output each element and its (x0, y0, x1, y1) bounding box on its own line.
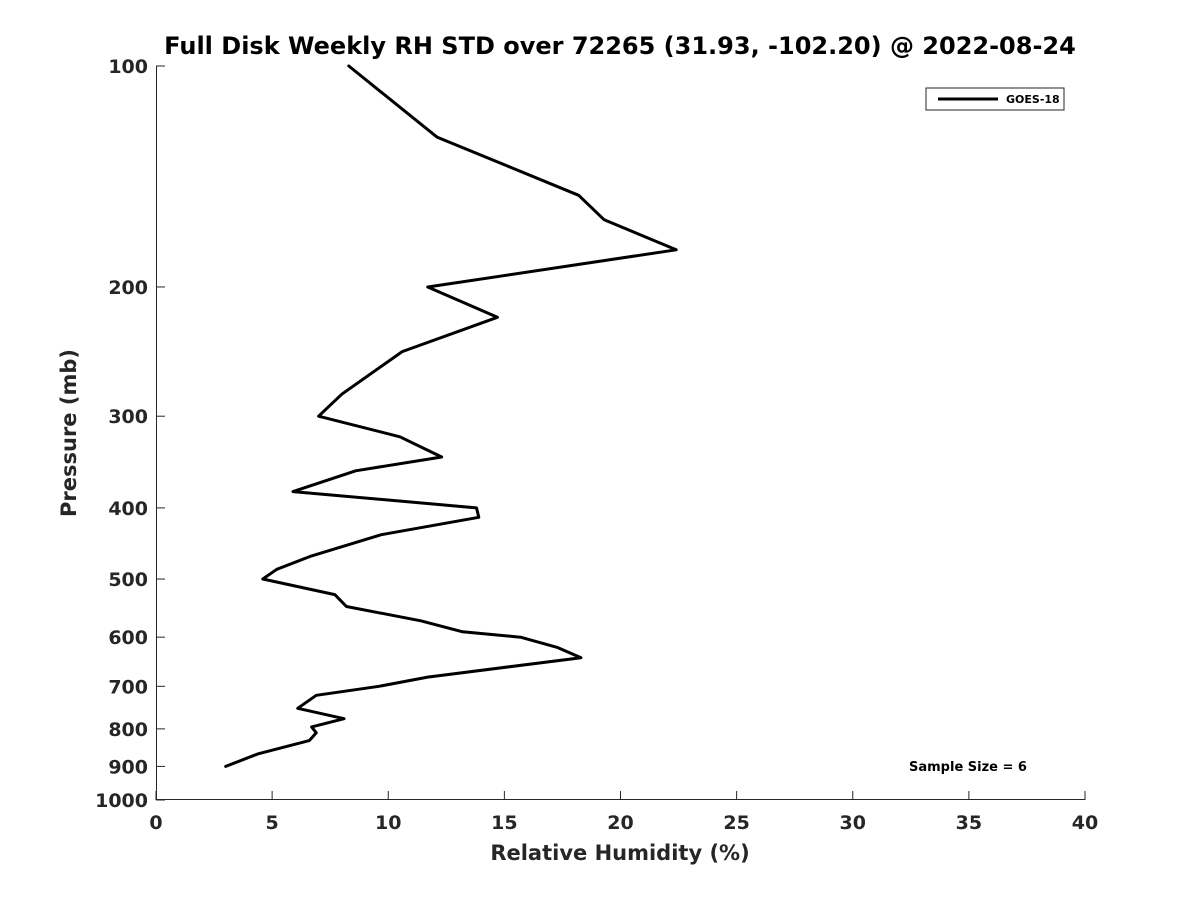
y-tick-label-1000: 1000 (95, 790, 148, 812)
x-tick-label-25: 25 (723, 812, 749, 834)
y-tick-label-600: 600 (108, 627, 148, 649)
x-tick-label-5: 5 (266, 812, 279, 834)
x-tick-label-10: 10 (375, 812, 401, 834)
series-line-goes-18 (224, 64, 678, 768)
y-tick-label-100: 100 (108, 56, 148, 78)
x-tick-label-40: 40 (1072, 812, 1098, 834)
y-axis-label: Pressure (mb) (57, 349, 81, 517)
series-group (224, 64, 678, 768)
x-tick-label-20: 20 (607, 812, 633, 834)
y-tick-label-400: 400 (108, 498, 148, 520)
y-tick-label-700: 700 (108, 676, 148, 698)
y-tick-label-800: 800 (108, 719, 148, 741)
y-tick-label-200: 200 (108, 277, 148, 299)
y-ticks: 100 200 300 400 500 600 700 800 900 1000 (95, 56, 165, 812)
sample-size-annotation: Sample Size = 6 (909, 760, 1027, 775)
x-axis-label: Relative Humidity (%) (490, 841, 749, 865)
y-tick-label-500: 500 (108, 569, 148, 591)
legend: GOES-18 (925, 87, 1065, 111)
x-ticks: 0 5 10 15 20 25 30 35 40 (149, 791, 1098, 834)
axes (156, 66, 1085, 800)
chart-title: Full Disk Weekly RH STD over 72265 (31.9… (164, 32, 1076, 60)
x-tick-label-30: 30 (840, 812, 866, 834)
y-tick-label-300: 300 (108, 406, 148, 428)
legend-label-goes-18: GOES-18 (1006, 93, 1060, 106)
x-tick-label-15: 15 (491, 812, 517, 834)
y-tick-label-900: 900 (108, 756, 148, 778)
x-tick-label-35: 35 (956, 812, 982, 834)
x-tick-label-0: 0 (149, 812, 162, 834)
